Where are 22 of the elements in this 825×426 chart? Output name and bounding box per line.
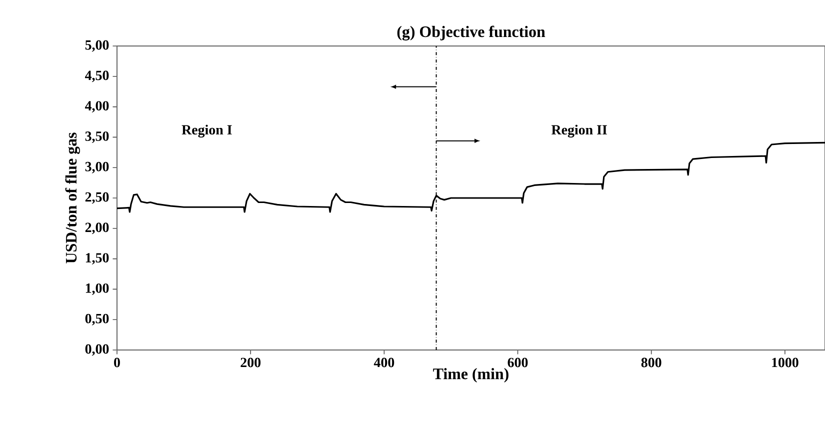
x-tick-label: 1000	[772, 358, 798, 368]
y-tick-label: 2,00	[85, 222, 109, 234]
x-tick-label: 200	[240, 358, 261, 368]
y-axis-title: USD/ton of flue gas	[65, 132, 80, 264]
y-tick-label: 3,50	[85, 131, 109, 143]
y-tick-label: 0,50	[85, 314, 109, 326]
x-axis-title: Time (min)	[433, 368, 508, 382]
x-tick-label: 0	[114, 358, 120, 368]
x-tick-label: 800	[641, 358, 662, 368]
y-tick-label: 3,00	[85, 162, 109, 174]
chart-title: (g) Objective function	[397, 26, 546, 40]
annotation: Region II	[551, 124, 607, 138]
y-tick-label: 1,00	[86, 283, 109, 295]
y-tick-label: 4,00	[85, 101, 109, 113]
x-tick-label: 600	[508, 358, 528, 368]
y-tick-label: 5,00	[85, 40, 109, 52]
y-tick-label: 0,00	[85, 344, 109, 356]
annotation: Region I	[182, 124, 232, 138]
y-tick-label: 1,50	[86, 253, 109, 265]
y-tick-label: 2,50	[85, 192, 109, 204]
y-tick-label: 4,50	[85, 70, 109, 82]
x-tick-label: 400	[374, 358, 394, 368]
